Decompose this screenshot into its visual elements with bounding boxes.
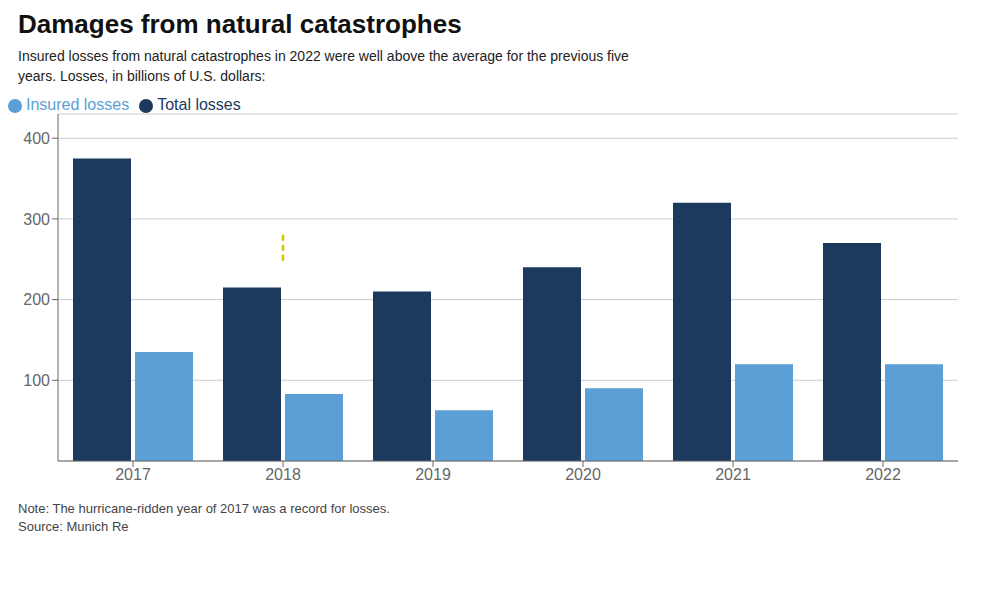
svg-text:300: 300	[23, 211, 50, 228]
svg-text:2021: 2021	[715, 466, 751, 483]
html-text:Source: Munich Re: Source: Munich Re	[18, 519, 129, 534]
svg-text:2018: 2018	[265, 466, 301, 483]
svg-text:2022: 2022	[865, 466, 901, 483]
svg-text:100: 100	[23, 372, 50, 389]
svg-text:400: 400	[23, 130, 50, 147]
svg-text:2020: 2020	[565, 466, 601, 483]
html-text:Insured losses from natural ca: Insured losses from natural catastrophes…	[18, 48, 629, 84]
svg-text:2017: 2017	[115, 466, 151, 483]
html-text:Note: The hurricane-ridden yea: Note: The hurricane-ridden year of 2017 …	[18, 501, 390, 516]
svg-text:2019: 2019	[415, 466, 451, 483]
html-text:Insured losses: Insured losses	[26, 96, 130, 113]
html-text:Damages from natural catastrop: Damages from natural catastrophes	[18, 9, 462, 39]
html-text:Total losses: Total losses	[157, 96, 241, 113]
svg-text:200: 200	[23, 291, 50, 308]
